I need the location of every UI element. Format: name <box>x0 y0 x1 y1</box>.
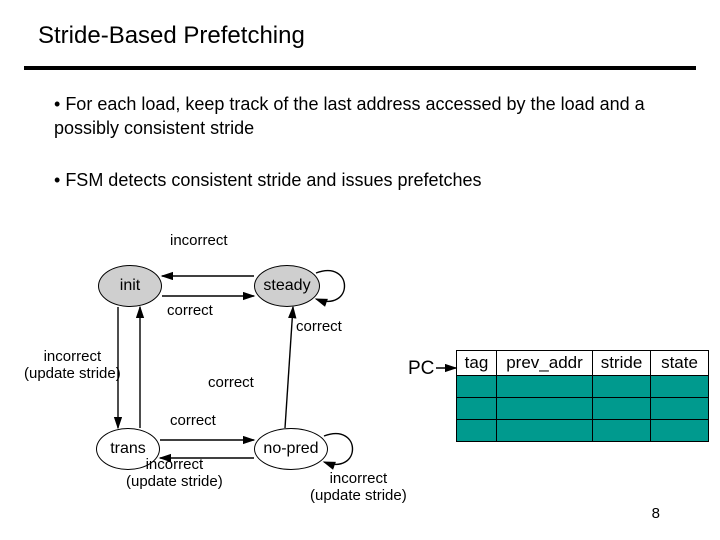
fsm-node-init: init <box>98 265 162 307</box>
table-cell <box>593 398 651 420</box>
edge-label-correct-diag: correct <box>208 374 254 391</box>
table-cell <box>457 376 497 398</box>
table-cell <box>457 420 497 442</box>
table-header-row: tagprev_addrstridestate <box>457 351 709 376</box>
edge-label-correct-init-steady: correct <box>167 302 213 319</box>
table-cell <box>651 376 709 398</box>
table-row <box>457 376 709 398</box>
page-number: 8 <box>652 505 660 522</box>
table-row <box>457 420 709 442</box>
table-cell <box>651 420 709 442</box>
title-rule <box>24 66 696 70</box>
table-cell <box>497 376 593 398</box>
stride-table: tagprev_addrstridestate <box>456 350 709 442</box>
table-cell <box>593 420 651 442</box>
bullet-2: • FSM detects consistent stride and issu… <box>54 168 654 192</box>
fsm-node-steady: steady <box>254 265 320 307</box>
page-title: Stride-Based Prefetching <box>38 22 305 50</box>
table-row <box>457 398 709 420</box>
table-cell <box>497 420 593 442</box>
edge-label-incorrect-mid: incorrect (update stride) <box>126 456 223 491</box>
table-cell <box>593 376 651 398</box>
edge-label-incorrect-left: incorrect (update stride) <box>24 348 121 383</box>
bullet-1: • For each load, keep track of the last … <box>54 92 654 141</box>
edge-label-incorrect-right: incorrect (update stride) <box>310 470 407 505</box>
table-cell <box>651 398 709 420</box>
bullet-1-text: For each load, keep track of the last ad… <box>54 94 645 138</box>
edge-label-incorrect-top: incorrect <box>170 232 228 249</box>
table-header-cell: state <box>651 351 709 376</box>
pc-label: PC <box>408 358 434 380</box>
bullet-2-text: FSM detects consistent stride and issues… <box>65 170 481 190</box>
table-cell <box>497 398 593 420</box>
edge-label-correct-trans-nopred: correct <box>170 412 216 429</box>
table-body <box>457 376 709 442</box>
edge-label-correct-self: correct <box>296 318 342 335</box>
table-header-cell: tag <box>457 351 497 376</box>
fsm-node-nopred: no-pred <box>254 428 328 470</box>
table-header-cell: stride <box>593 351 651 376</box>
table-header-cell: prev_addr <box>497 351 593 376</box>
table-cell <box>457 398 497 420</box>
